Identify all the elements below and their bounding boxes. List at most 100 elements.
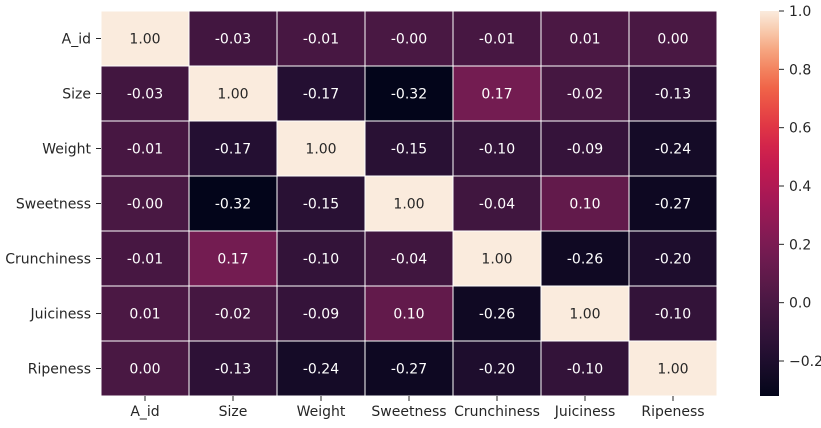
- cell-value-label: -0.32: [391, 87, 427, 103]
- colorbar-tick-label: 0.6: [789, 121, 811, 137]
- heatmap-cell-sweetness-a-id: [100, 175, 190, 232]
- cell-value-label: -0.13: [655, 87, 691, 103]
- heatmap-cell-weight-sweetness: [364, 120, 454, 177]
- colorbar-tick-label: 0.2: [789, 237, 811, 253]
- colorbar-gradient: [760, 11, 779, 396]
- x-tick-label-a-id: A_id: [130, 404, 159, 420]
- cell-value-label: -0.24: [303, 362, 339, 378]
- heatmap-cell-weight-size: [188, 120, 278, 177]
- cell-value-label: 0.00: [129, 362, 160, 378]
- heatmap-cell-sweetness-size: [188, 175, 278, 232]
- heatmap-cell-a-id-size: [188, 10, 278, 67]
- cell-value-label: -0.09: [567, 142, 603, 158]
- cell-value-label: -0.04: [479, 197, 515, 213]
- cell-value-label: 1.00: [657, 362, 688, 378]
- cell-value-label: -0.27: [391, 362, 427, 378]
- cell-value-label: 1.00: [569, 307, 600, 323]
- cell-value-label: -0.09: [303, 307, 339, 323]
- heatmap-cell-weight-juiciness: [540, 120, 630, 177]
- cell-value-label: 0.10: [569, 197, 600, 213]
- heatmap-cell-sweetness-sweetness: [364, 175, 454, 232]
- heatmap-cell-ripeness-juiciness: [540, 340, 630, 397]
- x-tick-label-weight: Weight: [297, 404, 346, 420]
- heatmap-cell-ripeness-ripeness: [628, 340, 718, 397]
- cell-value-label: -0.27: [655, 197, 691, 213]
- cell-value-label: -0.04: [391, 252, 427, 268]
- heatmap-cell-weight-ripeness: [628, 120, 718, 177]
- heatmap-cell-ripeness-a-id: [100, 340, 190, 397]
- x-tick-label-sweetness: Sweetness: [371, 404, 446, 420]
- y-tick-label-size: Size: [62, 87, 91, 103]
- heatmap-cells: 1.00 -0.03 -0.01 -0.00 -0.01 0.01 0.00 -0.03 1.0…: [100, 10, 718, 397]
- y-tick-labels: A_id Size Weight Sweetness Crunchiness Juicin…: [5, 32, 101, 378]
- cell-value-label: -0.17: [215, 142, 251, 158]
- heatmap-cell-size-weight: [276, 65, 366, 122]
- heatmap-cell-juiciness-a-id: [100, 285, 190, 342]
- cell-value-label: -0.24: [655, 142, 691, 158]
- cell-value-label: 0.01: [569, 32, 600, 48]
- cell-value-label: 1.00: [129, 32, 160, 48]
- heatmap-cell-juiciness-size: [188, 285, 278, 342]
- heatmap-cell-ripeness-crunchiness: [452, 340, 542, 397]
- heatmap-cell-ripeness-sweetness: [364, 340, 454, 397]
- cell-value-label: -0.26: [567, 252, 603, 268]
- heatmap-cell-weight-crunchiness: [452, 120, 542, 177]
- heatmap-cell-crunchiness-a-id: [100, 230, 190, 287]
- heatmap-cell-size-crunchiness: [452, 65, 542, 122]
- x-tick-labels: A_id Size Weight Sweetness Crunchiness Juicin…: [130, 396, 705, 420]
- x-tick-label-ripeness: Ripeness: [641, 404, 704, 420]
- cell-value-label: -0.10: [655, 307, 691, 323]
- cell-value-label: 1.00: [305, 142, 336, 158]
- heatmap-cell-a-id-juiciness: [540, 10, 630, 67]
- heatmap-cell-juiciness-crunchiness: [452, 285, 542, 342]
- cell-value-label: -0.13: [215, 362, 251, 378]
- cell-value-label: -0.10: [303, 252, 339, 268]
- heatmap-cell-a-id-weight: [276, 10, 366, 67]
- colorbar-tick-label: 0.4: [789, 179, 811, 195]
- cell-value-label: -0.10: [479, 142, 515, 158]
- y-tick-label-sweetness: Sweetness: [16, 197, 91, 213]
- heatmap-cell-juiciness-weight: [276, 285, 366, 342]
- colorbar-tick-label: 0.0: [789, 296, 811, 312]
- x-tick-label-size: Size: [219, 404, 248, 420]
- cell-value-label: -0.17: [303, 87, 339, 103]
- cell-value-label: -0.00: [127, 197, 163, 213]
- heatmap-cell-a-id-sweetness: [364, 10, 454, 67]
- heatmap-cell-crunchiness-weight: [276, 230, 366, 287]
- cell-value-label: -0.02: [215, 307, 251, 323]
- cell-value-label: -0.20: [655, 252, 691, 268]
- x-tick-label-crunchiness: Crunchiness: [454, 404, 540, 420]
- cell-value-label: 1.00: [393, 197, 424, 213]
- heatmap-cell-sweetness-juiciness: [540, 175, 630, 232]
- cell-value-label: -0.01: [479, 32, 515, 48]
- cell-value-label: -0.02: [567, 87, 603, 103]
- cell-value-label: -0.15: [303, 197, 339, 213]
- cell-value-label: 0.17: [217, 252, 248, 268]
- cell-value-label: -0.03: [127, 87, 163, 103]
- cell-value-label: 0.00: [657, 32, 688, 48]
- cell-value-label: -0.00: [391, 32, 427, 48]
- cell-value-label: -0.32: [215, 197, 251, 213]
- cell-value-label: -0.20: [479, 362, 515, 378]
- cell-value-label: -0.10: [567, 362, 603, 378]
- cell-value-label: -0.01: [127, 142, 163, 158]
- cell-value-label: 1.00: [481, 252, 512, 268]
- cell-value-label: -0.03: [215, 32, 251, 48]
- cell-value-label: 0.17: [481, 87, 512, 103]
- cell-value-label: -0.01: [303, 32, 339, 48]
- cell-value-label: 0.10: [393, 307, 424, 323]
- y-tick-label-a-id: A_id: [62, 32, 91, 48]
- y-tick-label-weight: Weight: [42, 142, 91, 158]
- cell-value-label: -0.15: [391, 142, 427, 158]
- y-tick-label-ripeness: Ripeness: [28, 362, 91, 378]
- colorbar-tick-label: 1.0: [789, 4, 811, 20]
- cell-value-label: -0.26: [479, 307, 515, 323]
- cell-value-label: 1.00: [217, 87, 248, 103]
- heatmap-cell-ripeness-weight: [276, 340, 366, 397]
- colorbar: −0.2 0.0 0.2 0.4 0.6 0.8 1.0: [760, 4, 821, 396]
- heatmap-cell-juiciness-sweetness: [364, 285, 454, 342]
- cell-value-label: 0.01: [129, 307, 160, 323]
- colorbar-tick-label: 0.8: [789, 62, 811, 78]
- y-tick-label-crunchiness: Crunchiness: [5, 252, 91, 268]
- x-tick-label-juiciness: Juiciness: [554, 404, 616, 420]
